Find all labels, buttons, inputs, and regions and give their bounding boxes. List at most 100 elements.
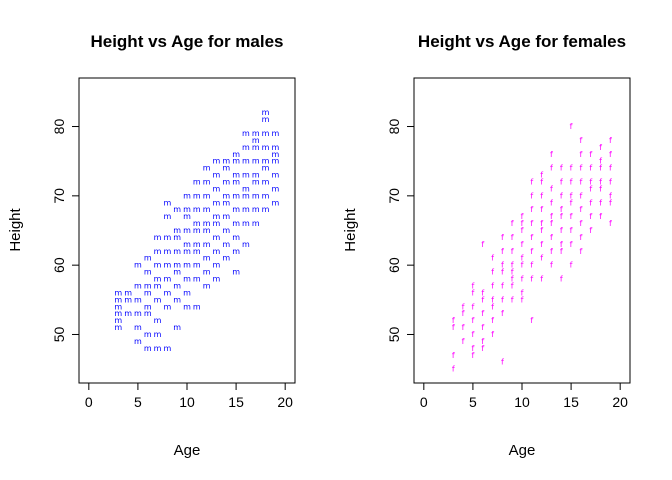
female-data-point: f xyxy=(589,177,592,186)
female-data-point: f xyxy=(491,302,494,311)
female-data-point: f xyxy=(511,261,514,270)
female-data-point: f xyxy=(452,316,455,325)
male-data-point: m xyxy=(242,184,250,193)
female-x-tick-label: 15 xyxy=(563,394,579,410)
male-data-point: m xyxy=(193,261,201,270)
female-data-point: f xyxy=(530,219,533,228)
female-data-point: f xyxy=(462,323,465,332)
female-data-point: f xyxy=(521,226,524,235)
male-data-point: m xyxy=(203,177,211,186)
female-data-point: f xyxy=(530,261,533,270)
female-data-point: f xyxy=(550,261,553,270)
female-data-point: f xyxy=(609,191,612,200)
female-data-point: f xyxy=(599,212,602,221)
male-data-point: m xyxy=(173,233,181,242)
female-points: ffffffffffffffffffffffffffffffffffffffff… xyxy=(452,122,612,374)
female-data-point: f xyxy=(540,171,543,180)
female-y-tick-label: 80 xyxy=(386,119,402,135)
male-data-point: m xyxy=(183,191,191,200)
female-data-point: f xyxy=(511,247,514,256)
female-data-point: f xyxy=(589,184,592,193)
male-data-point: m xyxy=(124,295,132,304)
male-data-point: m xyxy=(242,219,250,228)
male-data-point: m xyxy=(213,157,221,166)
female-data-point: f xyxy=(550,219,553,228)
female-data-point: f xyxy=(491,330,494,339)
female-data-point: f xyxy=(579,233,582,242)
male-data-point: m xyxy=(222,226,230,235)
male-data-point: m xyxy=(114,302,122,311)
female-data-point: f xyxy=(471,302,474,311)
female-data-point: f xyxy=(501,233,504,242)
female-data-point: f xyxy=(471,316,474,325)
male-data-point: m xyxy=(262,205,270,214)
male-data-point: m xyxy=(193,191,201,200)
male-x-axis-label: Age xyxy=(174,442,201,459)
female-data-point: f xyxy=(560,275,563,284)
male-data-point: m xyxy=(134,261,142,270)
male-data-point: m xyxy=(271,198,279,207)
female-data-point: f xyxy=(481,323,484,332)
male-data-point: m xyxy=(114,288,122,297)
female-data-point: f xyxy=(550,212,553,221)
male-data-point: m xyxy=(262,108,270,117)
female-x-tick-label: 10 xyxy=(514,394,530,410)
male-data-point: m xyxy=(262,157,270,166)
male-data-point: m xyxy=(154,330,162,339)
female-data-point: f xyxy=(599,143,602,152)
male-chart-title: Height vs Age for males xyxy=(90,32,283,51)
male-data-point: m xyxy=(262,115,270,124)
female-data-point: f xyxy=(550,164,553,173)
male-data-point: m xyxy=(154,344,162,353)
male-data-point: m xyxy=(163,288,171,297)
male-data-point: m xyxy=(252,136,260,145)
male-y-ticks: 50 60 70 80 xyxy=(51,119,79,342)
female-data-point: f xyxy=(579,205,582,214)
female-data-point: f xyxy=(452,365,455,374)
female-panel: Height vs Age for females Age Height 0 5 1… xyxy=(342,32,631,459)
male-data-point: m xyxy=(271,129,279,138)
male-data-point: m xyxy=(193,219,201,228)
male-data-point: m xyxy=(222,177,230,186)
male-data-point: m xyxy=(232,268,240,277)
male-y-axis-label: Height xyxy=(7,207,24,251)
male-data-point: m xyxy=(134,323,142,332)
female-data-point: f xyxy=(560,212,563,221)
male-data-point: m xyxy=(193,247,201,256)
male-data-point: m xyxy=(173,295,181,304)
male-data-point: m xyxy=(252,157,260,166)
male-data-point: m xyxy=(124,309,132,318)
male-data-point: m xyxy=(242,171,250,180)
male-data-point: m xyxy=(183,261,191,270)
female-data-point: f xyxy=(462,337,465,346)
female-data-point: f xyxy=(491,295,494,304)
male-data-point: m xyxy=(213,233,221,242)
male-data-point: m xyxy=(183,212,191,221)
male-data-point: m xyxy=(213,219,221,228)
female-data-point: f xyxy=(570,177,573,186)
male-data-point: m xyxy=(203,254,211,263)
male-data-point: m xyxy=(183,288,191,297)
female-data-point: f xyxy=(530,205,533,214)
female-data-point: f xyxy=(501,261,504,270)
female-data-point: f xyxy=(609,136,612,145)
male-data-point: m xyxy=(144,268,152,277)
female-data-point: f xyxy=(491,254,494,263)
male-data-point: m xyxy=(173,247,181,256)
female-data-point: f xyxy=(560,240,563,249)
female-data-point: f xyxy=(550,184,553,193)
male-x-tick-label: 5 xyxy=(134,394,142,410)
female-data-point: f xyxy=(540,254,543,263)
female-data-point: f xyxy=(481,240,484,249)
male-panel: Height vs Age for males Age Height 0 5 10 1… xyxy=(7,32,296,459)
male-y-tick-label: 60 xyxy=(51,257,67,273)
female-data-point: f xyxy=(491,281,494,290)
female-y-tick-label: 70 xyxy=(386,188,402,204)
female-chart-title: Height vs Age for females xyxy=(418,32,626,51)
female-data-point: f xyxy=(579,177,582,186)
female-data-point: f xyxy=(521,219,524,228)
female-data-point: f xyxy=(471,351,474,360)
male-data-point: m xyxy=(262,129,270,138)
male-data-point: m xyxy=(183,205,191,214)
male-data-point: m xyxy=(271,157,279,166)
